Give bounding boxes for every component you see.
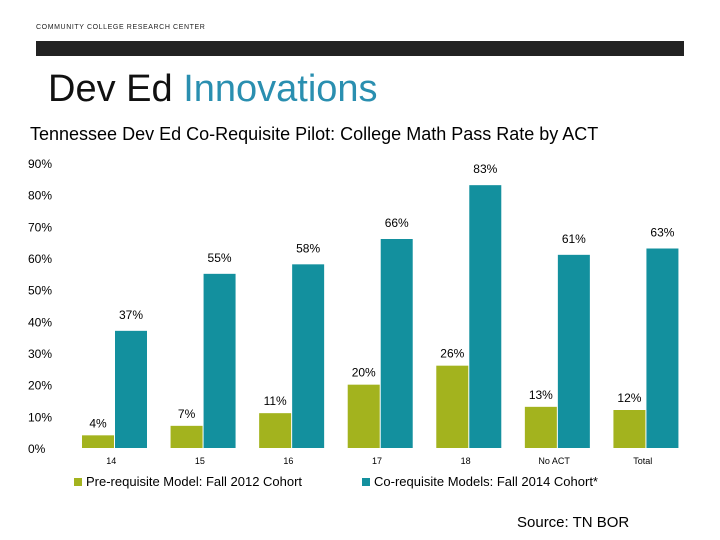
x-tick-label: 14 [106,456,116,466]
bar-prerequisite [613,410,646,448]
page-title-part1: Dev Ed [48,68,173,110]
x-tick-label: 18 [461,456,471,466]
y-tick-label: 40% [28,315,52,329]
data-label-prerequisite: 20% [352,366,376,380]
page-title: Dev Ed Innovations [48,68,378,111]
y-tick-label: 80% [28,189,52,203]
legend-label: Co-requisite Models: Fall 2014 Cohort* [374,474,598,489]
y-tick-label: 20% [28,379,52,393]
data-label-corequisite: 58% [296,241,320,255]
bar-prerequisite [524,406,557,448]
page-title-part2: Innovations [183,68,378,110]
source-note: Source: TN BOR [517,514,630,531]
data-label-prerequisite: 26% [440,347,464,361]
y-tick-label: 60% [28,252,52,266]
bar-prerequisite [259,413,292,448]
bar-corequisite [380,239,413,448]
bar-corequisite [646,248,679,448]
y-tick-label: 50% [28,284,52,298]
header-bar [36,41,684,56]
x-tick-label: No ACT [538,456,570,466]
legend-label: Pre-requisite Model: Fall 2012 Cohort [86,474,302,489]
org-name: COMMUNITY COLLEGE RESEARCH CENTER [36,24,206,31]
x-tick-label: 15 [195,456,205,466]
data-label-prerequisite: 11% [264,394,287,408]
chart-title: Tennessee Dev Ed Co-Requisite Pilot: Col… [30,124,599,144]
bar-prerequisite [347,384,380,448]
data-label-corequisite: 83% [473,162,497,176]
data-label-prerequisite: 12% [617,391,641,405]
y-tick-label: 10% [28,410,52,424]
legend-swatch [74,478,82,486]
bar-prerequisite [436,365,469,448]
data-label-prerequisite: 4% [89,416,107,430]
x-tick-label: 16 [283,456,293,466]
bar-chart: 0% 10% 20% 30% 40% 50% 60% 70% 80% 90% 4% 37% 14 7% 55… [28,157,679,489]
data-label-corequisite: 37% [119,308,143,322]
bar-prerequisite [82,435,114,448]
bar-corequisite [203,273,236,448]
bar-corequisite [115,330,147,448]
bar-corequisite [292,264,325,448]
data-label-corequisite: 66% [385,216,409,230]
bar-corequisite [557,254,590,448]
bar-corequisite [469,185,502,448]
x-tick-label: Total [633,456,652,466]
y-tick-label: 90% [28,157,52,171]
data-label-corequisite: 61% [562,232,586,246]
y-tick-label: 0% [28,442,46,456]
y-tick-label: 70% [28,220,52,234]
data-label-prerequisite: 7% [178,407,196,421]
data-label-corequisite: 55% [208,251,232,265]
x-tick-label: 17 [372,456,382,466]
bar-prerequisite [170,425,203,448]
y-tick-label: 30% [28,347,52,361]
data-label-corequisite: 63% [650,226,674,240]
legend-swatch [362,478,370,486]
data-label-prerequisite: 13% [529,388,553,402]
